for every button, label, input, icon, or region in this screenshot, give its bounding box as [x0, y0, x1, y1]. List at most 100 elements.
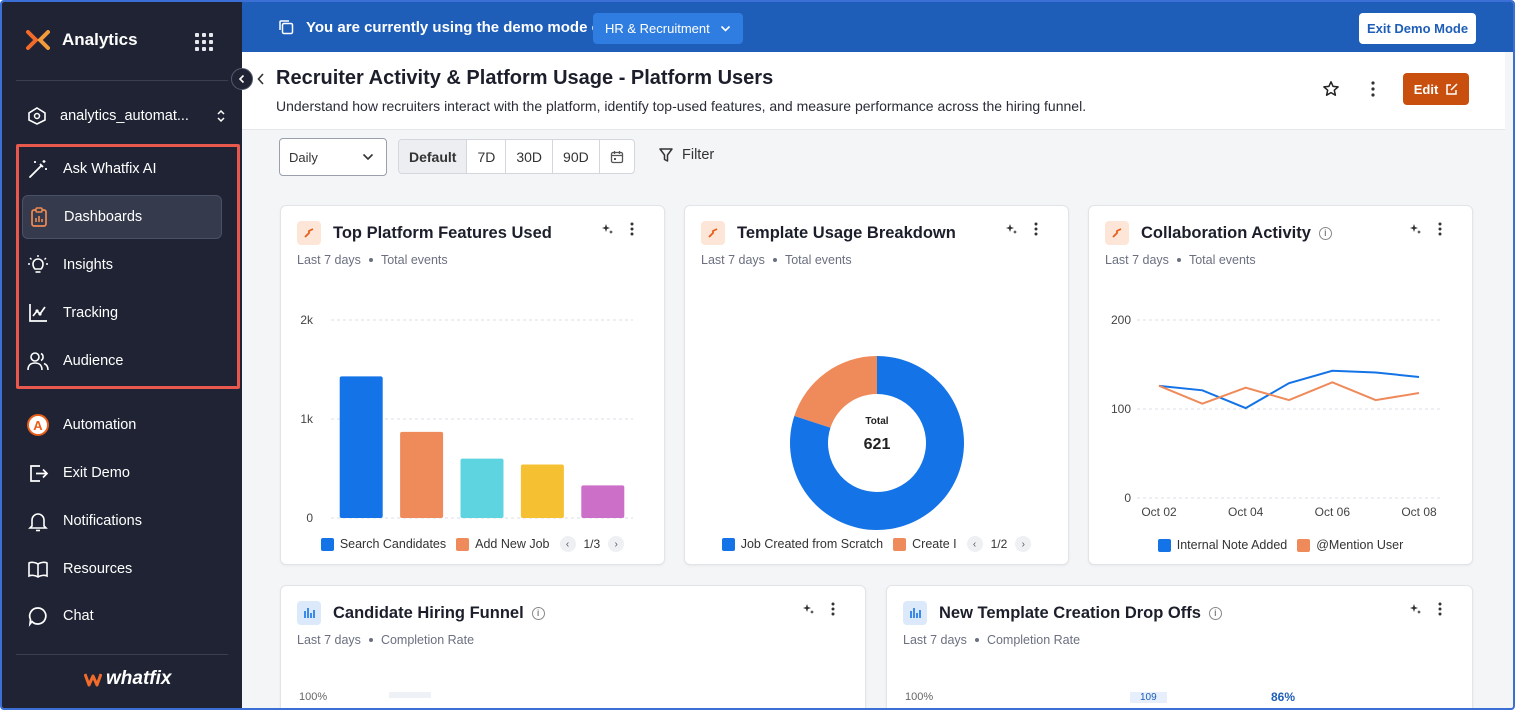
- sparkle-ai-icon[interactable]: [601, 223, 614, 236]
- nav-highlight-box: [16, 144, 240, 389]
- range-90d[interactable]: 90D: [553, 140, 600, 173]
- edit-button[interactable]: Edit: [1403, 73, 1469, 105]
- template-donut-chart: Total 621: [790, 356, 964, 530]
- sidebar-item-insights[interactable]: Insights: [22, 243, 222, 287]
- magic-wand-icon: [29, 160, 47, 178]
- card-candidate-hiring-funnel: Candidate Hiring Funnel i Last 7 days Co…: [280, 585, 866, 708]
- card-period: Last 7 days: [297, 633, 361, 647]
- x-tick-label: Oct 08: [1401, 505, 1437, 519]
- legend-page: 1/2: [990, 537, 1008, 551]
- legend-item[interactable]: Add New Job: [456, 537, 550, 551]
- range-30d[interactable]: 30D: [506, 140, 554, 173]
- analytics-logo-icon: [26, 30, 50, 50]
- filter-label: Filter: [682, 147, 715, 163]
- sidebar-item-audience[interactable]: Audience: [22, 339, 222, 383]
- card-period: Last 7 days: [903, 633, 967, 647]
- legend-prev-icon[interactable]: ‹: [966, 536, 983, 552]
- bar: [460, 458, 504, 518]
- whatfix-mark-icon: [84, 673, 102, 687]
- sparkle-ai-icon[interactable]: [802, 603, 815, 616]
- legend-prev-icon[interactable]: ‹: [559, 536, 576, 552]
- card-period: Last 7 days: [1105, 253, 1169, 267]
- legend-item[interactable]: Job Created from Scratch: [721, 537, 883, 551]
- exit-demo-mode-button[interactable]: Exit Demo Mode: [1359, 13, 1476, 44]
- trend-arrow-icon: [297, 221, 321, 245]
- clipboard-chart-icon: [31, 207, 47, 227]
- favorite-star-icon[interactable]: [1322, 80, 1340, 98]
- range-default[interactable]: Default: [399, 140, 468, 173]
- sidebar-item-ask-whatfix-ai[interactable]: Ask Whatfix AI: [22, 147, 222, 191]
- series-line: [1158, 369, 1420, 410]
- sparkle-ai-icon[interactable]: [1409, 223, 1422, 236]
- legend-next-icon[interactable]: ›: [608, 536, 625, 552]
- brand[interactable]: Analytics: [26, 30, 138, 50]
- users-icon: [27, 352, 49, 371]
- bar-chart-icon: [903, 601, 927, 625]
- copy-layers-icon: [279, 20, 294, 35]
- back-chevron-icon[interactable]: [256, 72, 266, 86]
- card-template-drop-offs: New Template Creation Drop Offs i Last 7…: [886, 585, 1473, 708]
- dropoff-axis-label: 100%: [905, 691, 934, 703]
- demo-banner-text: You are currently using the demo mode of…: [306, 19, 611, 36]
- sidebar-item-dashboards[interactable]: Dashboards: [22, 195, 222, 239]
- legend-item[interactable]: Search Candidates: [320, 537, 446, 551]
- info-icon[interactable]: i: [531, 606, 545, 620]
- donut-center-label: Total: [865, 416, 888, 427]
- legend-item[interactable]: Create I: [893, 537, 957, 551]
- sidebar-item-resources[interactable]: Resources: [22, 547, 222, 591]
- sidebar-item-label: Chat: [63, 608, 94, 624]
- range-7d[interactable]: 7D: [467, 140, 507, 173]
- chat-icon: [28, 607, 47, 627]
- app-grid-icon[interactable]: [195, 33, 213, 51]
- funnel-axis-label: 100%: [299, 691, 328, 703]
- lightbulb-icon: [28, 255, 48, 273]
- bar: [339, 376, 383, 518]
- y-tick-label: 0: [1124, 491, 1131, 505]
- calendar-button[interactable]: [600, 140, 634, 173]
- legend-item[interactable]: @Mention User: [1297, 538, 1403, 552]
- whatfix-logo: whatfix: [84, 668, 171, 690]
- sparkle-ai-icon[interactable]: [1409, 603, 1422, 616]
- filter-button[interactable]: Filter: [658, 147, 714, 163]
- divider: [16, 80, 228, 81]
- y-tick-label: 100: [1111, 402, 1131, 416]
- card-more-icon[interactable]: [1438, 222, 1442, 236]
- collapse-sidebar-button[interactable]: [231, 68, 253, 90]
- card-more-icon[interactable]: [831, 602, 835, 616]
- sidebar: Analytics analytics_automat... Ask Whatf…: [2, 2, 242, 708]
- card-more-icon[interactable]: [1034, 222, 1038, 236]
- y-tick-label: 200: [1111, 313, 1131, 327]
- calendar-icon: [610, 150, 623, 163]
- card-title: Collaboration Activity: [1141, 223, 1311, 242]
- trend-arrow-icon: [701, 221, 725, 245]
- legend-item[interactable]: Internal Note Added: [1157, 538, 1287, 552]
- sidebar-item-notifications[interactable]: Notifications: [22, 499, 222, 543]
- demo-mode-select[interactable]: HR & Recruitment: [593, 13, 743, 44]
- sparkle-ai-icon[interactable]: [1005, 223, 1018, 236]
- sidebar-item-exit-demo[interactable]: Exit Demo: [22, 451, 222, 495]
- legend-next-icon[interactable]: ›: [1015, 536, 1032, 552]
- bar: [520, 464, 564, 518]
- workspace-switcher[interactable]: analytics_automat...: [26, 106, 226, 126]
- chevron-up-down-icon: [217, 109, 225, 123]
- info-icon[interactable]: i: [1318, 226, 1332, 240]
- brand-title: Analytics: [62, 30, 138, 49]
- bar: [400, 431, 444, 518]
- sidebar-item-tracking[interactable]: Tracking: [22, 291, 222, 335]
- sidebar-item-label: Tracking: [63, 305, 119, 321]
- card-period: Last 7 days: [297, 253, 361, 267]
- book-icon: [28, 561, 48, 578]
- card-metric: Completion Rate: [380, 633, 475, 647]
- sidebar-item-automation[interactable]: A Automation: [22, 403, 222, 447]
- card-more-icon[interactable]: [630, 222, 634, 236]
- card-metric: Completion Rate: [986, 633, 1081, 647]
- card-more-icon[interactable]: [1438, 602, 1442, 616]
- sidebar-item-chat[interactable]: Chat: [22, 594, 222, 638]
- more-options-icon[interactable]: [1370, 80, 1376, 98]
- exit-icon: [30, 465, 49, 482]
- sidebar-item-label: Insights: [63, 257, 113, 273]
- granularity-select[interactable]: Daily: [279, 138, 387, 176]
- sidebar-item-label: Exit Demo: [63, 465, 130, 481]
- donut-slice: [790, 356, 964, 530]
- info-icon[interactable]: i: [1208, 606, 1222, 620]
